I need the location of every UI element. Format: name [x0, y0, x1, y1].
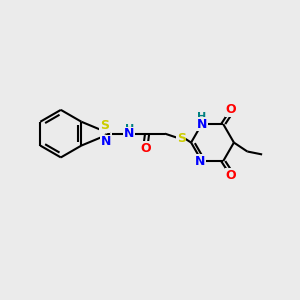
Text: S: S: [100, 119, 109, 132]
Text: H: H: [125, 124, 134, 134]
Text: N: N: [101, 135, 111, 148]
Text: O: O: [225, 169, 236, 182]
Text: O: O: [140, 142, 151, 155]
Text: N: N: [196, 118, 207, 130]
Text: N: N: [124, 127, 134, 140]
Text: O: O: [225, 103, 236, 116]
Text: H: H: [197, 112, 206, 122]
Text: S: S: [177, 132, 186, 145]
Text: N: N: [195, 154, 206, 168]
